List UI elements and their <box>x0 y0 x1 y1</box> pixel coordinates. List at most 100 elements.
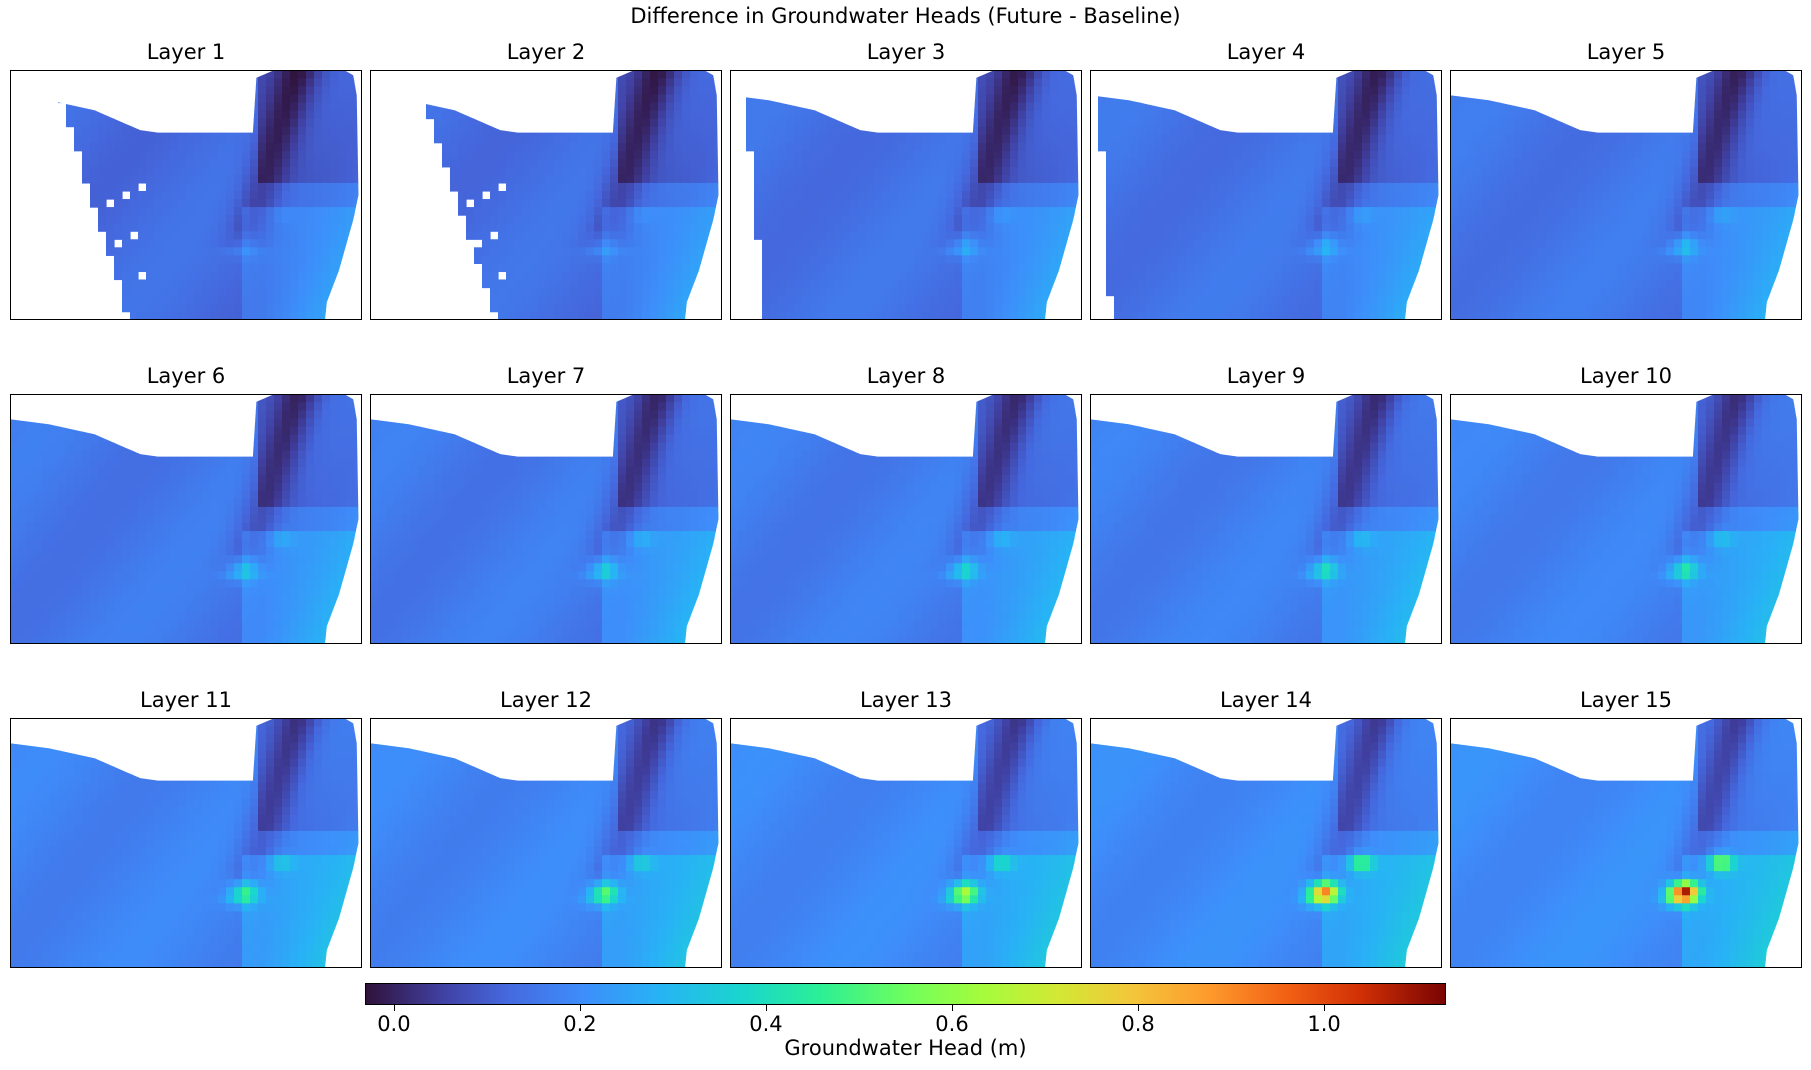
heatmap-cell <box>1129 247 1139 256</box>
heatmap-cell <box>209 78 219 87</box>
heatmap-cell <box>1330 118 1339 128</box>
heatmap-cell <box>1330 94 1339 104</box>
heatmap-cell <box>1690 86 1699 96</box>
heatmap-cell <box>834 239 843 248</box>
heatmap-cell <box>1154 207 1163 216</box>
heatmap-cell <box>1097 94 1107 104</box>
heatmap-cell <box>1794 102 1799 112</box>
heatmap-cell <box>257 78 267 87</box>
heatmap-cell <box>1042 86 1051 96</box>
heatmap-cell <box>218 102 227 112</box>
heatmap-cell <box>1266 142 1275 152</box>
heatmap-cell <box>1466 126 1475 136</box>
heatmap-cell <box>290 199 299 208</box>
heatmap-cell <box>986 190 995 200</box>
heatmap-cell <box>1593 78 1603 87</box>
heatmap-cell <box>562 263 571 273</box>
heatmap-cell <box>1425 247 1435 256</box>
heatmap-cell <box>873 110 883 120</box>
heatmap-cell <box>1418 110 1427 120</box>
heatmap-cell <box>274 239 283 248</box>
heatmap-cell <box>450 70 459 79</box>
heatmap-cell <box>137 118 147 128</box>
heatmap-cell <box>1106 263 1115 273</box>
heatmap-cell <box>1282 231 1291 240</box>
heatmap-cell <box>634 247 643 256</box>
heatmap-cell <box>1609 70 1619 79</box>
heatmap-cell <box>313 279 323 289</box>
heatmap-cell <box>186 158 195 168</box>
heatmap-cell <box>169 94 179 104</box>
heatmap-cell <box>961 207 971 216</box>
heatmap-cell <box>1001 134 1011 144</box>
heatmap-cell <box>970 279 979 289</box>
heatmap-cell <box>682 126 691 136</box>
heatmap-cell <box>1466 86 1475 96</box>
heatmap-cell <box>345 231 355 240</box>
heatmap-cell <box>465 158 475 168</box>
heatmap-cell <box>929 134 939 144</box>
heatmap-cell <box>1178 142 1187 152</box>
heatmap-cell <box>762 295 771 305</box>
heatmap-cell <box>1354 199 1363 208</box>
heatmap-cell <box>1113 199 1123 208</box>
heatmap-cell <box>850 158 859 168</box>
heatmap-cell <box>1258 287 1267 297</box>
heatmap-cell <box>1106 110 1115 120</box>
heatmap-cell <box>513 311 523 320</box>
heatmap-cell <box>90 158 99 168</box>
heatmap-cell <box>1122 263 1131 273</box>
heatmap-cell <box>458 94 467 104</box>
heatmap-cell <box>601 182 611 192</box>
heatmap-cell <box>562 287 571 297</box>
heatmap-cell <box>1434 279 1439 289</box>
heatmap-cell <box>490 182 499 192</box>
heatmap-cell <box>49 70 59 79</box>
heatmap-cell <box>1386 190 1395 200</box>
heatmap-cell <box>162 78 171 87</box>
heatmap-cell <box>1145 102 1155 112</box>
heatmap-cell <box>857 102 867 112</box>
heatmap-cell <box>1129 86 1139 96</box>
heatmap-cell <box>153 199 163 208</box>
heatmap-cell <box>1282 174 1291 184</box>
heatmap-cell <box>1778 86 1787 96</box>
heatmap-cell <box>209 150 219 160</box>
heatmap-cell <box>105 207 115 216</box>
heatmap-cell <box>1330 174 1339 184</box>
heatmap-cell <box>1354 158 1363 168</box>
panel-title: Layer 1 <box>146 40 226 64</box>
heatmap-cell <box>290 263 299 273</box>
heatmap-cell <box>1418 239 1427 248</box>
heatmap-cell <box>666 126 675 136</box>
heatmap-cell <box>906 263 915 273</box>
heatmap-cell <box>553 110 563 120</box>
heatmap-cell <box>130 287 139 297</box>
heatmap-cell <box>689 239 699 248</box>
heatmap-cell <box>1658 110 1667 120</box>
heatmap-cell <box>1249 287 1259 297</box>
heatmap-cell <box>1042 215 1051 224</box>
heatmap-cell <box>1185 239 1195 248</box>
heatmap-cell <box>906 94 915 104</box>
heatmap-cell <box>1097 134 1107 144</box>
heatmap-cell <box>522 190 531 200</box>
heatmap-cell <box>178 110 187 120</box>
heatmap-cell <box>578 263 587 273</box>
heatmap-cell <box>873 239 883 248</box>
heatmap-cell <box>938 110 947 120</box>
heatmap-cell <box>778 94 787 104</box>
heatmap-cell <box>825 279 835 289</box>
heatmap-cell <box>801 190 811 200</box>
heatmap-cell <box>1217 86 1227 96</box>
heatmap-cell <box>1154 255 1163 264</box>
heatmap-cell <box>1017 142 1027 152</box>
heatmap-cell <box>562 86 571 96</box>
heatmap-cell <box>1170 86 1179 96</box>
heatmap-cell <box>1305 287 1315 297</box>
heatmap-cell <box>306 78 315 87</box>
heatmap-cell <box>1466 118 1475 128</box>
heatmap-cell <box>546 199 555 208</box>
heatmap-cell <box>578 255 587 264</box>
heatmap-cell <box>882 166 891 176</box>
